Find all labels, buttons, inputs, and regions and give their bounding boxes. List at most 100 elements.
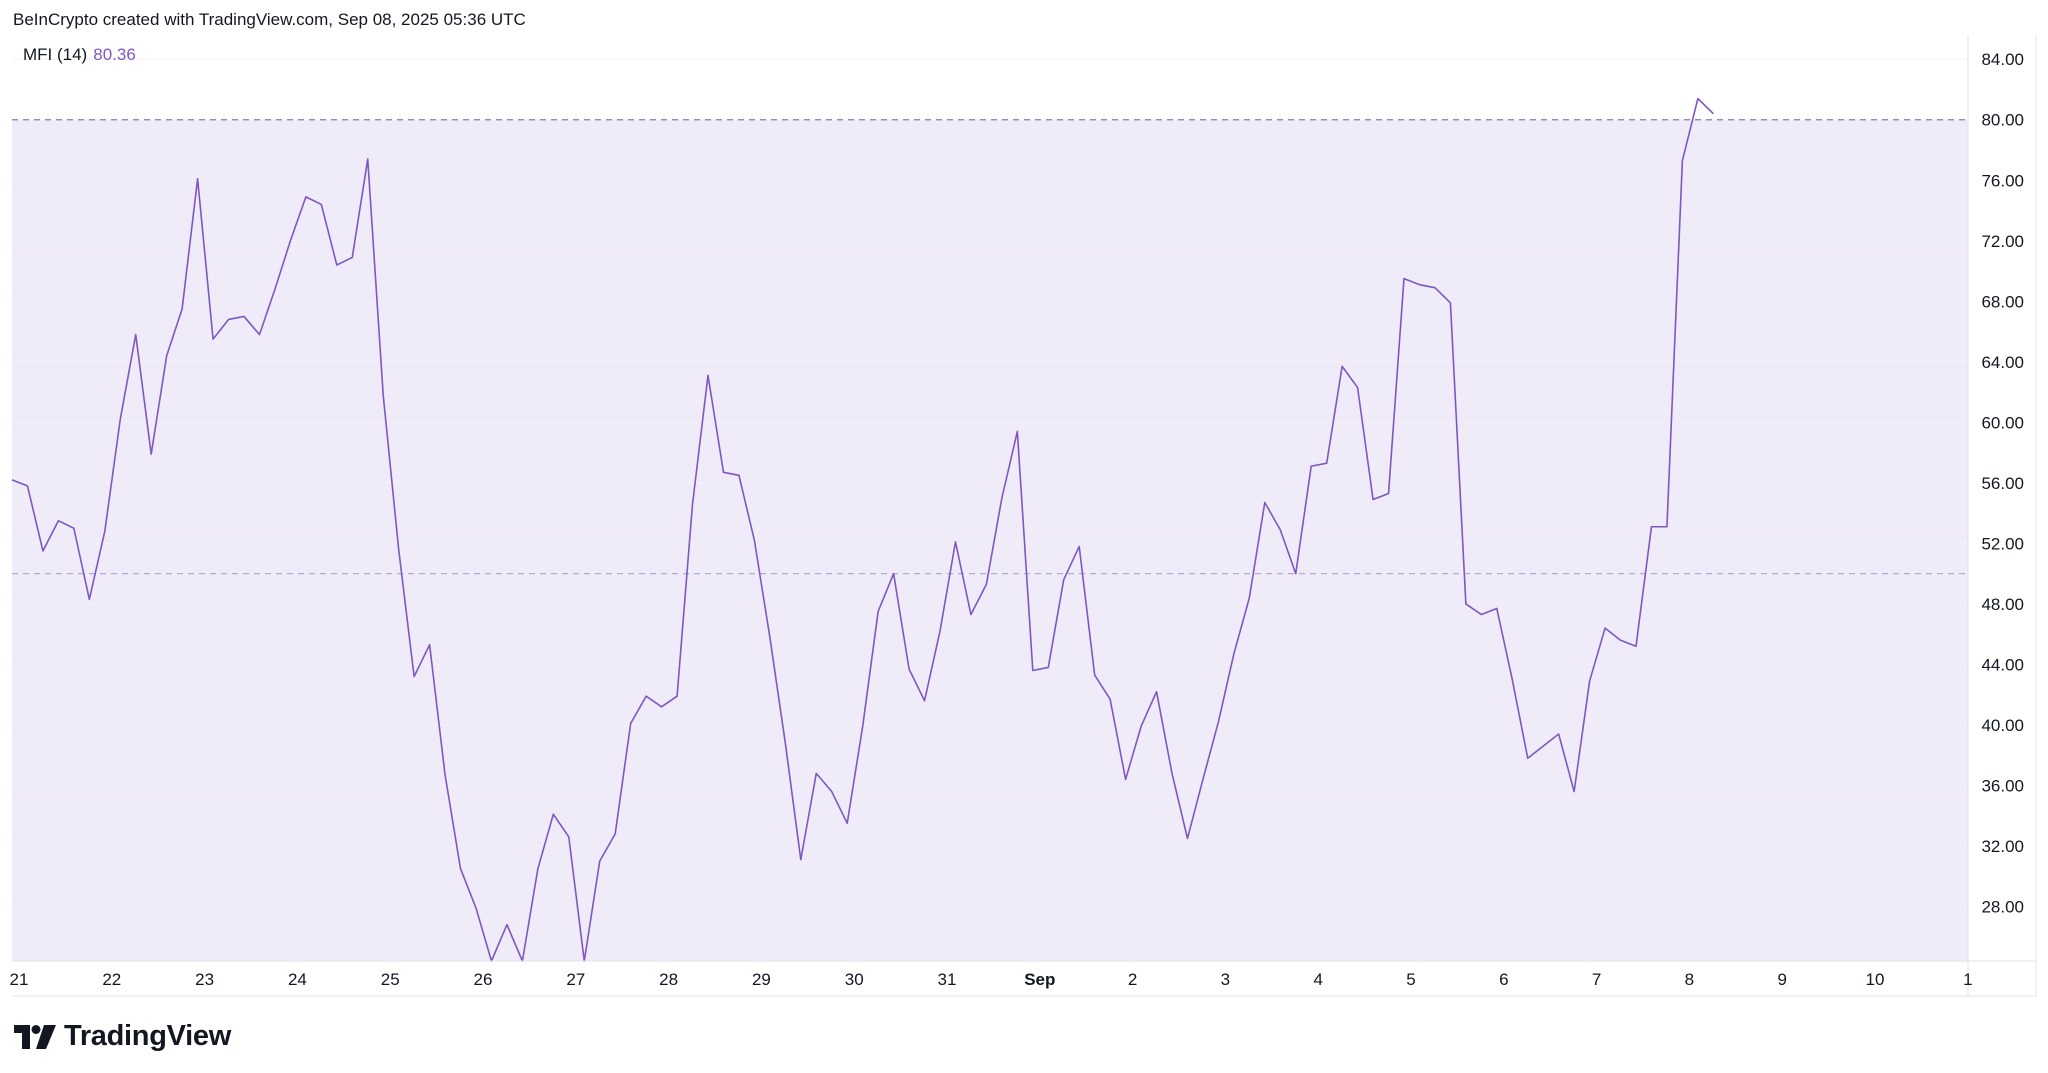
y-tick-label: 68.00	[1981, 292, 2024, 311]
mfi-point	[1016, 430, 1019, 433]
mfi-point	[799, 858, 802, 861]
mfi-point	[150, 453, 153, 456]
mfi-point	[382, 394, 385, 397]
grid-layer	[12, 58, 1968, 908]
mfi-point	[1681, 159, 1684, 162]
mfi-point	[1464, 602, 1467, 605]
mfi-point	[753, 539, 756, 542]
mfi-point	[165, 354, 168, 357]
mfi-point	[645, 695, 648, 698]
y-tick-label: 40.00	[1981, 716, 2024, 735]
mfi-point	[26, 484, 29, 487]
indicator-name: MFI (14)	[23, 45, 88, 64]
x-tick-label: 7	[1592, 970, 1601, 989]
mfi-point	[552, 813, 555, 816]
x-tick-label: 25	[381, 970, 400, 989]
mfi-point	[768, 636, 771, 639]
mfi-point	[1635, 645, 1638, 648]
x-tick-label: 4	[1313, 970, 1322, 989]
y-tick-label: 72.00	[1981, 232, 2024, 251]
brand-name: TradingView	[64, 1020, 231, 1052]
mfi-point	[1557, 733, 1560, 736]
tradingview-logo[interactable]: TradingView	[14, 1020, 231, 1053]
mfi-point	[1372, 498, 1375, 501]
mfi-point	[1310, 465, 1313, 468]
mfi-point	[212, 338, 215, 341]
mfi-point	[1078, 545, 1081, 548]
mfi-point	[413, 675, 416, 678]
mfi-point	[707, 374, 710, 377]
x-axis: 21 22 23 24 25 26 27 28 29 30 31 Sep 2 3 4 5 6 7 8 9 10 1	[10, 970, 1973, 989]
mfi-point	[861, 725, 864, 728]
mfi-point	[1433, 286, 1436, 289]
mfi-point	[475, 907, 478, 910]
mfi-point	[1000, 497, 1003, 500]
mfi-point	[722, 471, 725, 474]
mfi-point	[969, 613, 972, 616]
mfi-point	[737, 474, 740, 477]
mfi-point	[939, 630, 942, 633]
mfi-point	[72, 527, 75, 530]
mfi-point	[320, 203, 323, 206]
mfi-point	[57, 519, 60, 522]
mfi-point	[428, 643, 431, 646]
mfi-point	[1031, 669, 1034, 672]
x-tick-label: 6	[1499, 970, 1508, 989]
x-tick-label: 3	[1221, 970, 1230, 989]
mfi-point	[134, 333, 137, 336]
mfi-point	[567, 835, 570, 838]
mfi-point	[1325, 462, 1328, 465]
mfi-point	[536, 867, 539, 870]
mfi-point	[351, 256, 354, 259]
mfi-point	[227, 318, 230, 321]
mfi-point	[1403, 277, 1406, 280]
mfi-point	[830, 790, 833, 793]
mfi-point	[304, 195, 307, 198]
mfi-point	[815, 772, 818, 775]
mfi-point	[444, 773, 447, 776]
mfi-point	[1171, 772, 1174, 775]
mfi-point	[1341, 365, 1344, 368]
mfi-point	[1201, 778, 1204, 781]
mfi-point	[1696, 97, 1699, 100]
x-tick-label: 26	[474, 970, 493, 989]
mfi-point	[1650, 525, 1653, 528]
mfi-point	[273, 288, 276, 291]
mfi-point	[1155, 690, 1158, 693]
mfi-point	[985, 583, 988, 586]
y-tick-label: 44.00	[1981, 655, 2024, 674]
y-tick-label: 48.00	[1981, 595, 2024, 614]
mfi-point	[11, 478, 14, 481]
indicator-value: 80.36	[93, 45, 136, 64]
x-tick-label: 28	[659, 970, 678, 989]
mfi-point	[1480, 613, 1483, 616]
mfi-point	[691, 503, 694, 506]
mfi-point	[459, 867, 462, 870]
mfi-point	[1604, 627, 1607, 630]
x-tick-label: 2	[1128, 970, 1137, 989]
mfi-point	[119, 418, 122, 421]
y-tick-label: 28.00	[1981, 898, 2024, 917]
mfi-point	[103, 530, 106, 533]
indicator-legend[interactable]: MFI (14) 80.36	[23, 45, 136, 65]
reference-lines	[12, 119, 1968, 575]
y-tick-label: 80.00	[1981, 111, 2024, 130]
y-tick-label: 60.00	[1981, 413, 2024, 432]
x-tick-label: 5	[1406, 970, 1415, 989]
mfi-point	[614, 832, 617, 835]
y-tick-label: 36.00	[1981, 776, 2024, 795]
x-tick-label: Sep	[1024, 970, 1055, 989]
mfi-point	[1712, 112, 1715, 115]
x-tick-label: 10	[1866, 970, 1885, 989]
mfi-point	[629, 722, 632, 725]
mfi-point	[1449, 301, 1452, 304]
x-tick-label: 27	[566, 970, 585, 989]
y-axis: 84.00 80.00 76.00 72.00 68.00 64.00 60.00 56.00…	[1981, 50, 2024, 916]
mfi-point	[954, 540, 957, 543]
y-tick-label: 84.00	[1981, 50, 2024, 69]
y-tick-label: 64.00	[1981, 353, 2024, 372]
x-tick-label: 22	[102, 970, 121, 989]
y-tick-label: 52.00	[1981, 534, 2024, 553]
chart-attribution: BeInCrypto created with TradingView.com,…	[13, 10, 526, 29]
y-tick-label: 56.00	[1981, 474, 2024, 493]
